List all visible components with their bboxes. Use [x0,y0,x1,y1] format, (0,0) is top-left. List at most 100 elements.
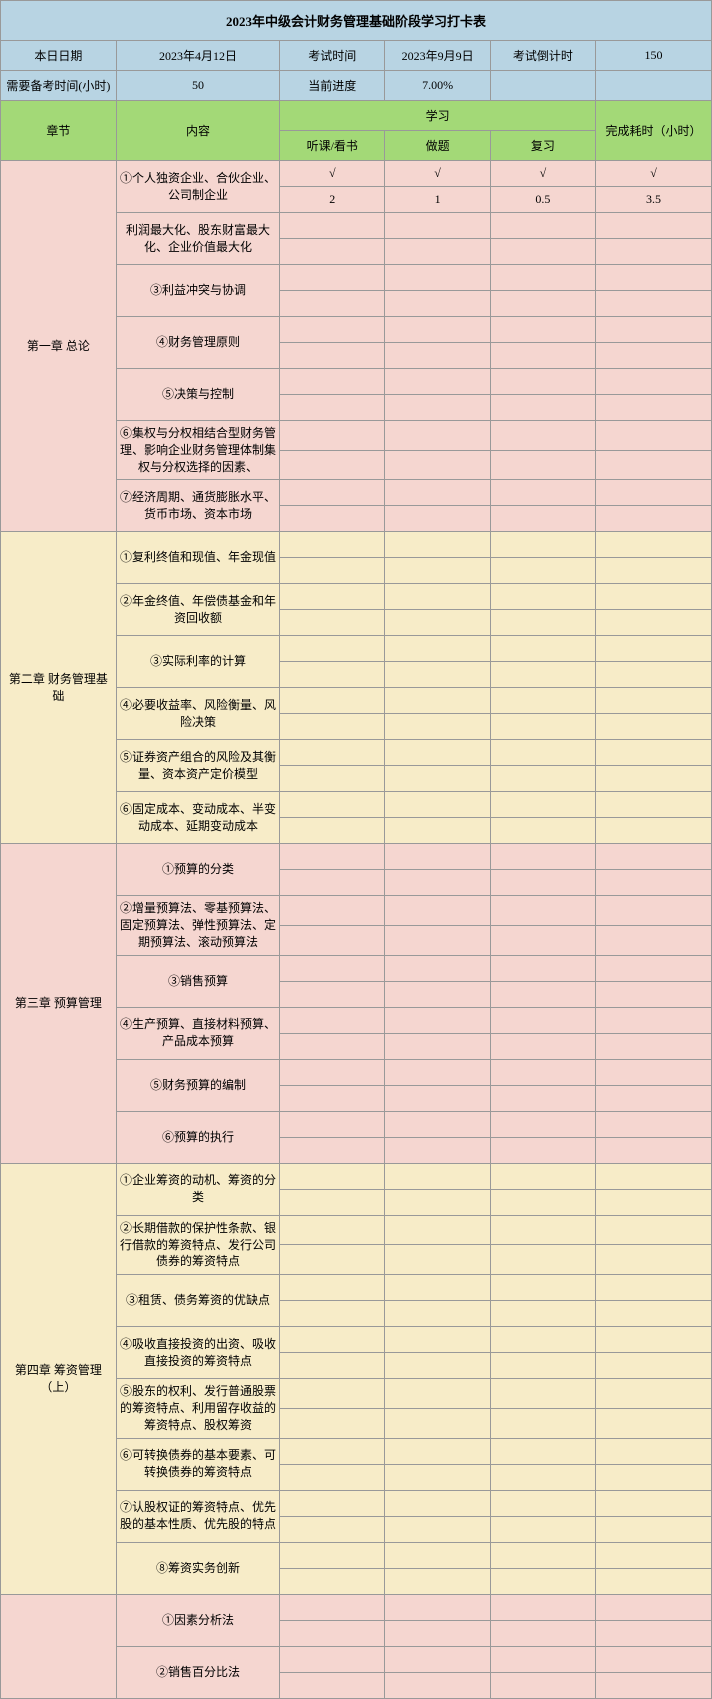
practice-check-cell[interactable] [385,584,490,610]
time-check-cell[interactable] [596,1275,712,1301]
practice-value-cell[interactable] [385,714,490,740]
listen-check-cell[interactable] [280,1059,385,1085]
practice-value-cell[interactable] [385,506,490,532]
practice-value-cell[interactable] [385,395,490,421]
review-check-cell[interactable] [490,1215,595,1245]
review-check-cell[interactable] [490,1275,595,1301]
time-value-cell[interactable] [596,239,712,265]
practice-check-cell[interactable] [385,213,490,239]
practice-value-cell[interactable] [385,1085,490,1111]
review-value-cell[interactable] [490,926,595,956]
practice-check-cell[interactable] [385,421,490,451]
practice-value-cell[interactable] [385,766,490,792]
time-check-cell[interactable] [596,1215,712,1245]
review-check-cell[interactable] [490,213,595,239]
listen-check-cell[interactable] [280,688,385,714]
listen-check-cell[interactable] [280,421,385,451]
listen-value-cell[interactable] [280,662,385,688]
practice-value-cell[interactable] [385,239,490,265]
listen-check-cell[interactable] [280,265,385,291]
listen-check-cell[interactable]: √ [280,161,385,187]
practice-value-cell[interactable] [385,450,490,480]
listen-check-cell[interactable] [280,480,385,506]
time-check-cell[interactable] [596,1059,712,1085]
time-value-cell[interactable] [596,1568,712,1594]
time-check-cell[interactable] [596,844,712,870]
listen-value-cell[interactable] [280,981,385,1007]
review-check-cell[interactable] [490,421,595,451]
time-value-cell[interactable] [596,506,712,532]
listen-check-cell[interactable] [280,1542,385,1568]
review-value-cell[interactable] [490,239,595,265]
review-value-cell[interactable] [490,1464,595,1490]
listen-check-cell[interactable] [280,1275,385,1301]
listen-check-cell[interactable] [280,1327,385,1353]
listen-value-cell[interactable] [280,714,385,740]
review-value-cell[interactable] [490,1568,595,1594]
practice-check-cell[interactable] [385,1007,490,1033]
listen-value-cell[interactable] [280,1464,385,1490]
listen-value-cell[interactable] [280,395,385,421]
listen-value-cell[interactable] [280,1353,385,1379]
review-check-cell[interactable] [490,532,595,558]
time-check-cell[interactable] [596,688,712,714]
practice-check-cell[interactable] [385,1275,490,1301]
time-check-cell[interactable] [596,1007,712,1033]
review-check-cell[interactable] [490,896,595,926]
practice-check-cell[interactable] [385,1490,490,1516]
time-value-cell[interactable] [596,291,712,317]
practice-check-cell[interactable] [385,1594,490,1620]
listen-value-cell[interactable] [280,766,385,792]
time-value-cell[interactable]: 3.5 [596,187,712,213]
time-value-cell[interactable] [596,1408,712,1438]
listen-value-cell[interactable] [280,926,385,956]
review-value-cell[interactable] [490,1245,595,1275]
practice-value-cell[interactable] [385,1033,490,1059]
listen-value-cell[interactable] [280,291,385,317]
review-value-cell[interactable] [490,662,595,688]
time-value-cell[interactable] [596,1301,712,1327]
listen-check-cell[interactable] [280,1490,385,1516]
review-value-cell[interactable] [490,714,595,740]
review-check-cell[interactable] [490,1438,595,1464]
practice-check-cell[interactable] [385,1327,490,1353]
time-value-cell[interactable] [596,610,712,636]
practice-check-cell[interactable] [385,955,490,981]
review-value-cell[interactable] [490,343,595,369]
practice-check-cell[interactable] [385,792,490,818]
time-value-cell[interactable] [596,818,712,844]
practice-check-cell[interactable] [385,896,490,926]
practice-check-cell[interactable] [385,317,490,343]
time-check-cell[interactable] [596,480,712,506]
time-check-cell[interactable] [596,896,712,926]
time-value-cell[interactable] [596,450,712,480]
time-value-cell[interactable] [596,1085,712,1111]
practice-value-cell[interactable] [385,1137,490,1163]
review-value-cell[interactable] [490,1408,595,1438]
listen-check-cell[interactable] [280,317,385,343]
practice-value-cell[interactable]: 1 [385,187,490,213]
time-check-cell[interactable] [596,1594,712,1620]
review-check-cell[interactable] [490,1379,595,1409]
review-check-cell[interactable] [490,480,595,506]
time-check-cell[interactable] [596,1327,712,1353]
practice-value-cell[interactable] [385,558,490,584]
review-value-cell[interactable] [490,1672,595,1698]
listen-check-cell[interactable] [280,792,385,818]
review-value-cell[interactable] [490,1137,595,1163]
review-check-cell[interactable] [490,1327,595,1353]
practice-value-cell[interactable] [385,1516,490,1542]
review-check-cell[interactable] [490,584,595,610]
review-check-cell[interactable] [490,1490,595,1516]
review-check-cell[interactable] [490,792,595,818]
time-value-cell[interactable] [596,981,712,1007]
listen-value-cell[interactable] [280,1085,385,1111]
practice-check-cell[interactable] [385,1215,490,1245]
listen-check-cell[interactable] [280,1594,385,1620]
review-value-cell[interactable] [490,395,595,421]
review-value-cell[interactable] [490,610,595,636]
time-check-cell[interactable] [596,1163,712,1189]
time-value-cell[interactable] [596,1189,712,1215]
practice-value-cell[interactable] [385,1620,490,1646]
time-check-cell[interactable] [596,1111,712,1137]
